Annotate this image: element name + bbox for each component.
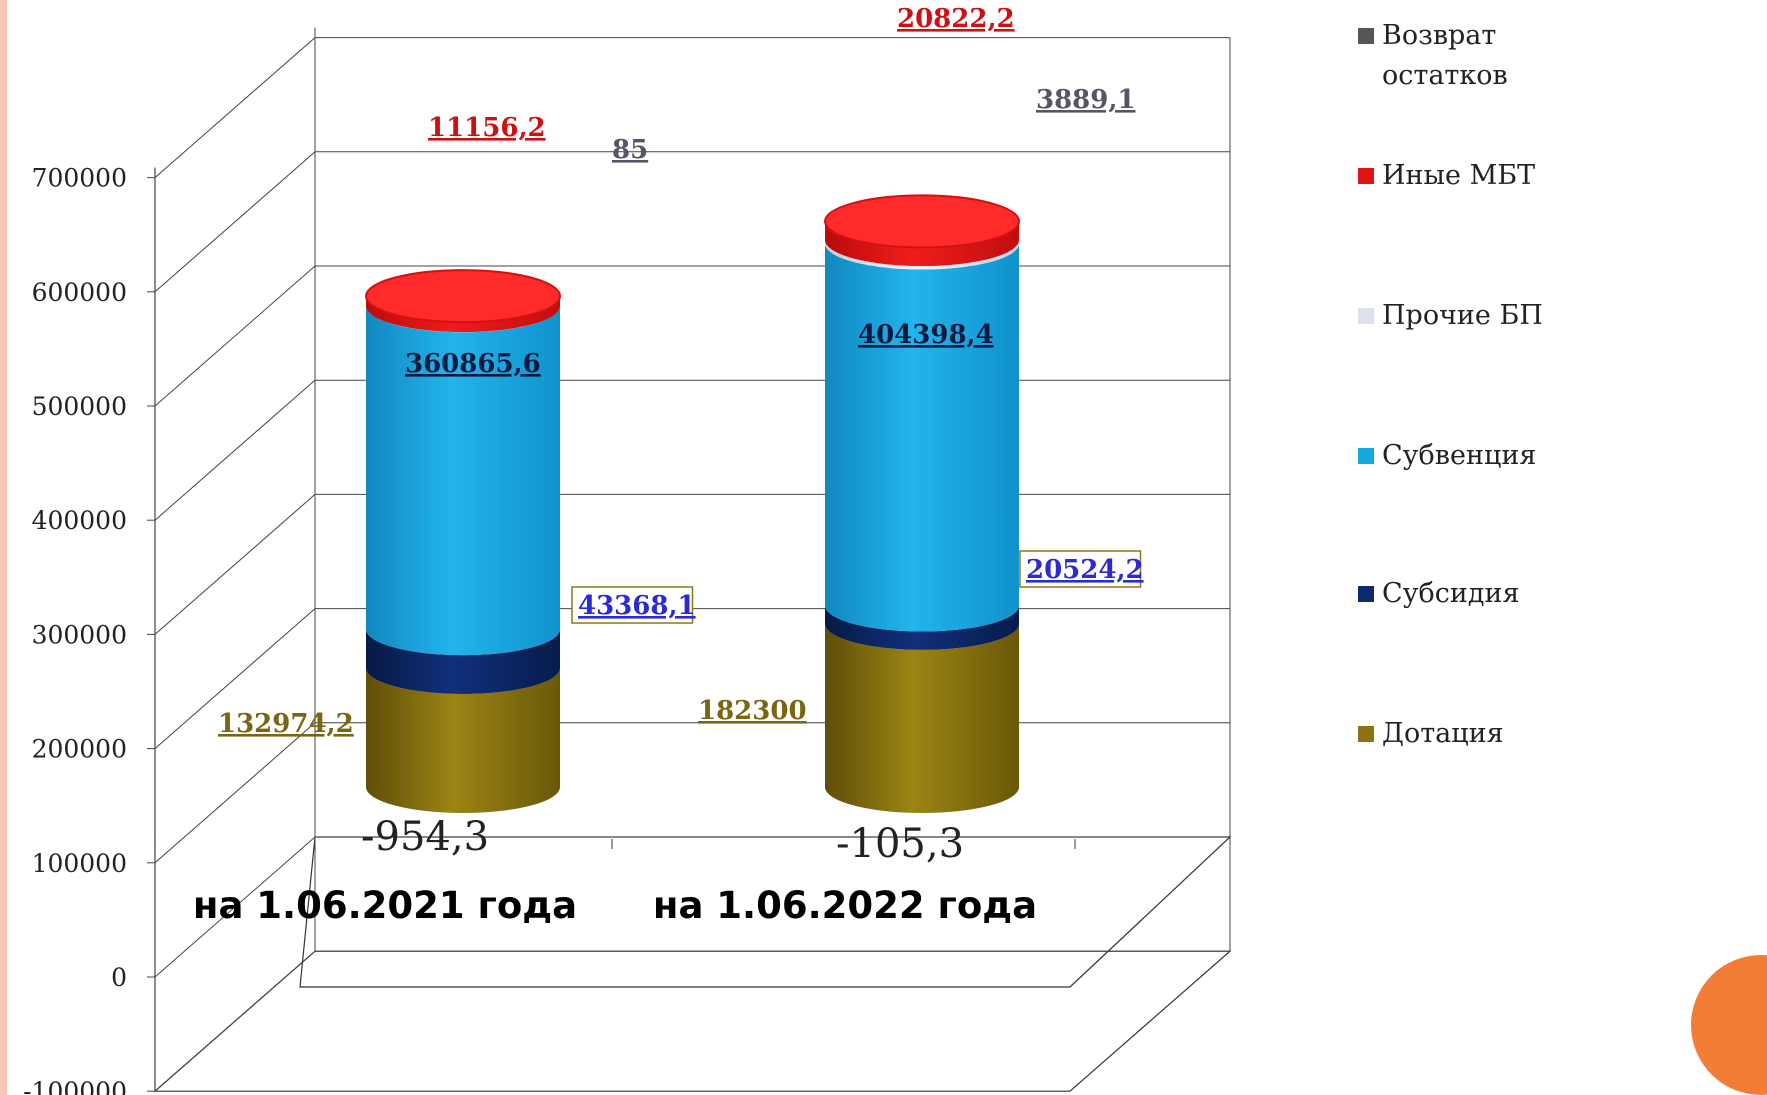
label-subsidiya-2021-box [571,586,694,624]
legend-swatch-5 [1358,726,1374,742]
cylinder-segment-inye-mbt [825,221,1019,267]
legend-swatch-2 [1358,308,1374,324]
gridline-side [154,379,316,521]
cylinder-segment-subsidiya [825,605,1019,650]
gridline-side [154,151,316,293]
ytick-label: 600000 [32,278,127,307]
gridline-side [154,836,316,978]
cylinder-top-cap [365,269,561,324]
category-label-2022: на 1.06.2022 года [653,884,1037,927]
ytick-label: 400000 [32,506,127,535]
ytick-label: 0 [111,963,127,992]
legend-swatch-4 [1358,586,1374,602]
cylinder-segment-dotaciya [366,667,560,813]
label-subsidiya-2021: 43368,1 [578,591,696,621]
legend-label-2: Прочие БП [1382,300,1543,331]
legend-label-4: Субсидия [1382,578,1520,609]
gridline-side [154,37,316,178]
cylinder-top-cap [824,194,1020,249]
label-prochie-bp-2021: 85 [612,135,648,165]
cylinder-segment-subvenciya [366,306,560,656]
cylinder-1 [365,269,561,813]
cylinder-segment-subsidiya [366,629,560,694]
ytick-label: 700000 [32,164,127,193]
cylinder-2 [824,194,1020,813]
left-accent-stripe [0,0,7,1095]
label-inye-mbt-2022: 20822,2 [897,4,1015,34]
label-subvenciya-2022: 404398,4 [858,320,994,350]
ytick-label: 500000 [32,392,127,421]
legend-swatch-3 [1358,448,1374,464]
label-dotaciya-2021: 132974,2 [218,709,354,739]
label-subsidiya-2022: 20524,2 [1026,555,1144,585]
gridline-side [154,608,316,749]
legend-label-1: Иные МБТ [1382,160,1535,191]
gridline-side [154,722,316,864]
legend-label-5: Дотация [1382,718,1504,749]
label-inye-mbt-2021: 11156,2 [428,113,546,143]
ytick-label: -100000 [23,1077,127,1095]
label-dotaciya-2022: 182300 [698,696,807,726]
legend-label-3: Субвенция [1382,440,1536,471]
cylinder-segment-subvenciya [825,243,1019,632]
legend-swatch-0 [1358,28,1374,44]
ytick-label: 100000 [32,849,127,878]
ytick-label: 200000 [32,735,127,764]
ytick-label: 300000 [32,620,127,649]
legend-label-vozvrat-line2: остатков [1382,60,1508,91]
gridline-side [154,950,316,1092]
legend-label-vozvrat-line1: Возврат [1382,20,1496,51]
label-subvenciya-2021: 360865,6 [405,349,541,379]
label-vozvrat-2022: -105,3 [836,821,964,867]
cylinder-segment-inye-mbt [366,296,560,333]
label-prochie-bp-2022: 3889,1 [1036,85,1136,115]
legend-swatch-1 [1358,168,1374,184]
gridline-side [154,494,316,635]
label-vozvrat-2021: -954,3 [361,814,489,860]
cylinder-segment-dotaciya [825,623,1019,813]
gridline-side [154,265,316,407]
label-subsidiya-2022-box [1019,550,1142,588]
category-label-2021: на 1.06.2021 года [193,884,577,927]
floor-outline [153,950,1232,1092]
